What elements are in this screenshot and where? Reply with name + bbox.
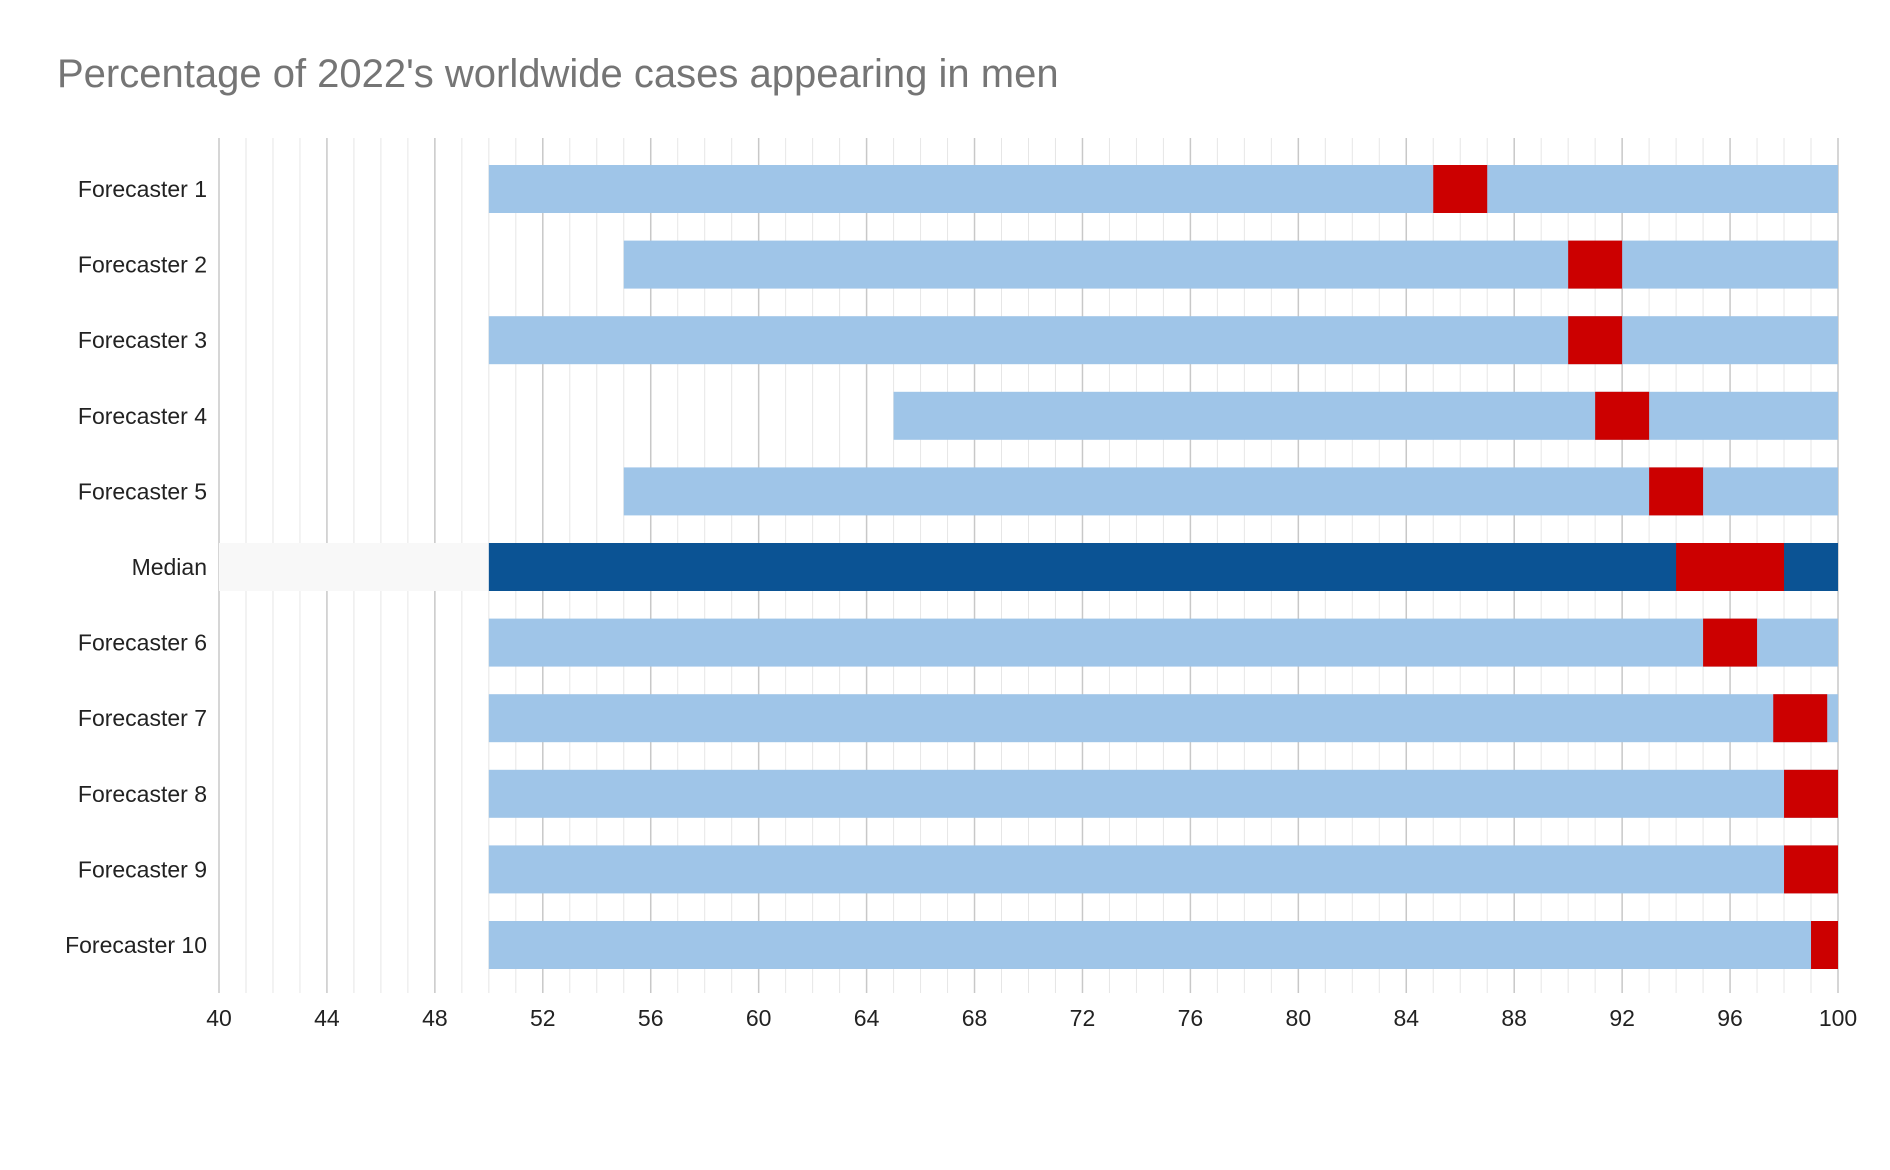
x-tick-label: 76 [1178, 1005, 1204, 1031]
estimate-bar [1649, 467, 1704, 516]
x-tick-label: 88 [1501, 1005, 1527, 1031]
interval-bar [488, 618, 1838, 667]
x-tick-label: 52 [530, 1005, 556, 1031]
x-tick-label: 72 [1070, 1005, 1096, 1031]
x-tick-label: 60 [746, 1005, 772, 1031]
estimate-bar [1773, 694, 1828, 743]
category-label: Forecaster 8 [78, 781, 207, 807]
category-label: Forecaster 6 [78, 630, 207, 656]
category-label: Forecaster 9 [78, 856, 207, 882]
interval-bar [623, 240, 1838, 289]
category-label: Forecaster 3 [78, 327, 207, 353]
estimate-bar [1811, 921, 1838, 969]
estimate-bar [1784, 769, 1838, 818]
interval-bar [488, 316, 1838, 365]
median-background [219, 543, 489, 591]
bars [219, 165, 1838, 969]
x-tick-label: 68 [962, 1005, 988, 1031]
x-tick-label: 44 [314, 1005, 340, 1031]
x-tick-label: 84 [1393, 1005, 1419, 1031]
x-tick-label: 40 [206, 1005, 232, 1031]
category-labels: Forecaster 1 Forecaster 2 Forecaster 3 Fore… [65, 176, 207, 958]
interval-bar [488, 769, 1838, 818]
category-label: Forecaster 1 [78, 176, 207, 202]
x-tick-label: 80 [1286, 1005, 1312, 1031]
category-label: Median [132, 554, 207, 580]
estimate-bar [1568, 240, 1623, 289]
x-tick-label: 96 [1717, 1005, 1743, 1031]
interval-bar [488, 845, 1838, 894]
category-label: Forecaster 4 [78, 403, 207, 429]
estimate-bar [1595, 391, 1650, 440]
category-label: Forecaster 5 [78, 478, 207, 504]
x-tick-label: 56 [638, 1005, 664, 1031]
x-tick-label: 100 [1819, 1005, 1857, 1031]
x-tick-label: 48 [422, 1005, 448, 1031]
estimate-bar [1433, 165, 1488, 213]
chart-title: Percentage of 2022's worldwide cases app… [57, 52, 1059, 96]
x-tick-label: 64 [854, 1005, 880, 1031]
interval-bar [488, 165, 1838, 213]
estimate-bar [1676, 543, 1785, 591]
category-label: Forecaster 10 [65, 932, 207, 958]
estimate-bar [1784, 845, 1838, 894]
interval-bar [488, 694, 1838, 743]
category-label: Forecaster 7 [78, 705, 207, 731]
estimate-bar [1568, 316, 1623, 365]
median-interval-bar [488, 543, 1838, 591]
interval-bar [623, 467, 1838, 516]
x-tick-label: 92 [1609, 1005, 1635, 1031]
category-label: Forecaster 2 [78, 252, 207, 278]
interval-bar [893, 391, 1838, 440]
x-tick-labels: 40 44 48 52 56 60 64 68 72 76 80 84 88 92 96 100 [206, 1005, 1857, 1031]
interval-bar [488, 921, 1838, 969]
estimate-bar [1703, 618, 1758, 667]
